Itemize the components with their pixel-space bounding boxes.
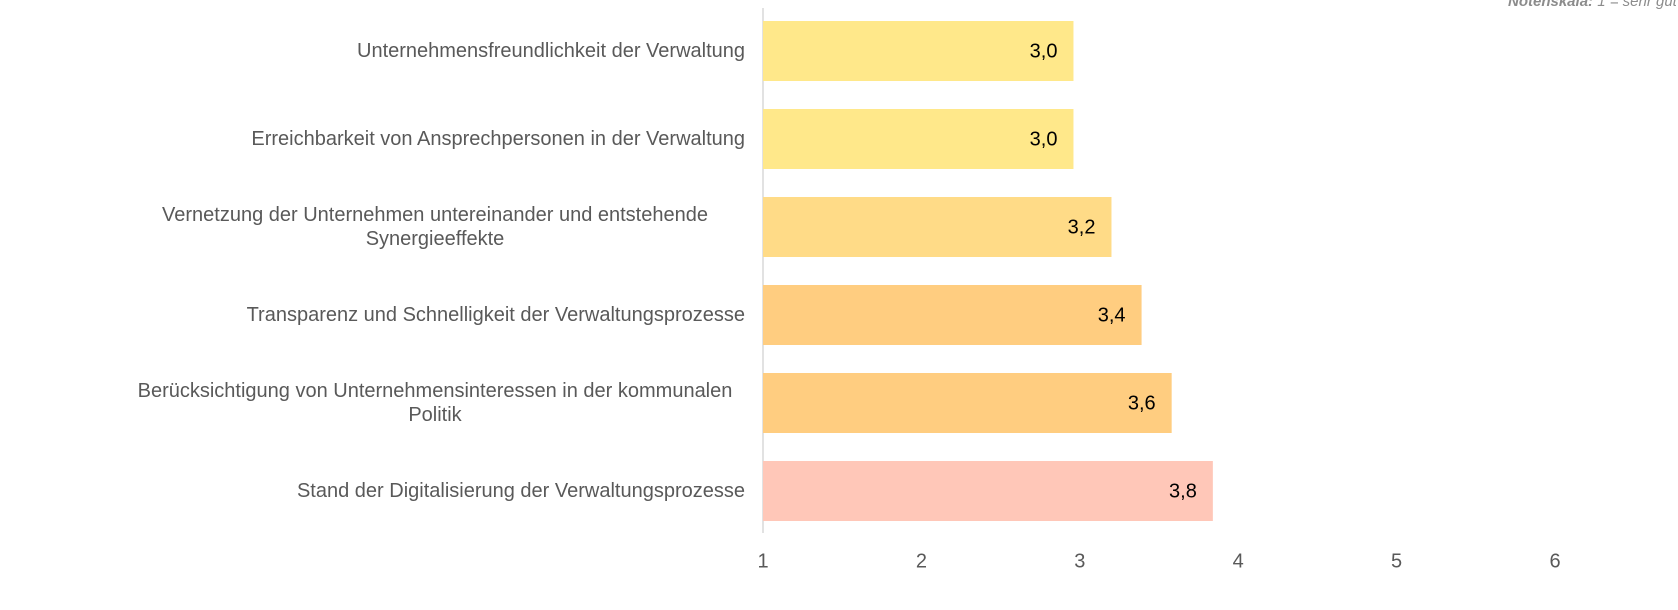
- bar: [763, 285, 1142, 345]
- category-label: Stand der Digitalisierung der Verwaltung…: [296, 480, 745, 502]
- bar: [763, 197, 1112, 257]
- bar: [763, 373, 1172, 433]
- category-label: Berücksichtigung von Unternehmensinteres…: [137, 380, 733, 426]
- bar: [763, 461, 1213, 521]
- category-label: Vernetzung der Unternehmen untereinander…: [162, 204, 708, 250]
- annotation-label: Notenskala:: [1508, 0, 1593, 10]
- category-label: Unternehmensfreundlichkeit der Verwaltun…: [357, 40, 745, 62]
- annotation: Notenskala: 1 = sehr gut: [1508, 0, 1678, 10]
- value-label: 3,0: [1030, 128, 1058, 150]
- value-label: 3,2: [1068, 216, 1096, 238]
- bar: [763, 109, 1074, 169]
- x-tick-label: 5: [1391, 550, 1402, 572]
- x-tick-label: 2: [916, 550, 927, 572]
- bar: [763, 21, 1074, 81]
- value-label: 3,4: [1098, 304, 1126, 326]
- value-label: 3,8: [1169, 480, 1197, 502]
- value-label: 3,0: [1030, 40, 1058, 62]
- annotation-text: 1 = sehr gut: [1597, 0, 1677, 10]
- x-tick-label: 6: [1549, 550, 1560, 572]
- x-tick-label: 1: [757, 550, 768, 572]
- x-tick-label: 3: [1074, 550, 1085, 572]
- value-label: 3,6: [1128, 392, 1156, 414]
- category-label: Transparenz und Schnelligkeit der Verwal…: [246, 304, 745, 326]
- category-label: Erreichbarkeit von Ansprechpersonen in d…: [251, 128, 745, 150]
- x-tick-label: 4: [1233, 550, 1244, 572]
